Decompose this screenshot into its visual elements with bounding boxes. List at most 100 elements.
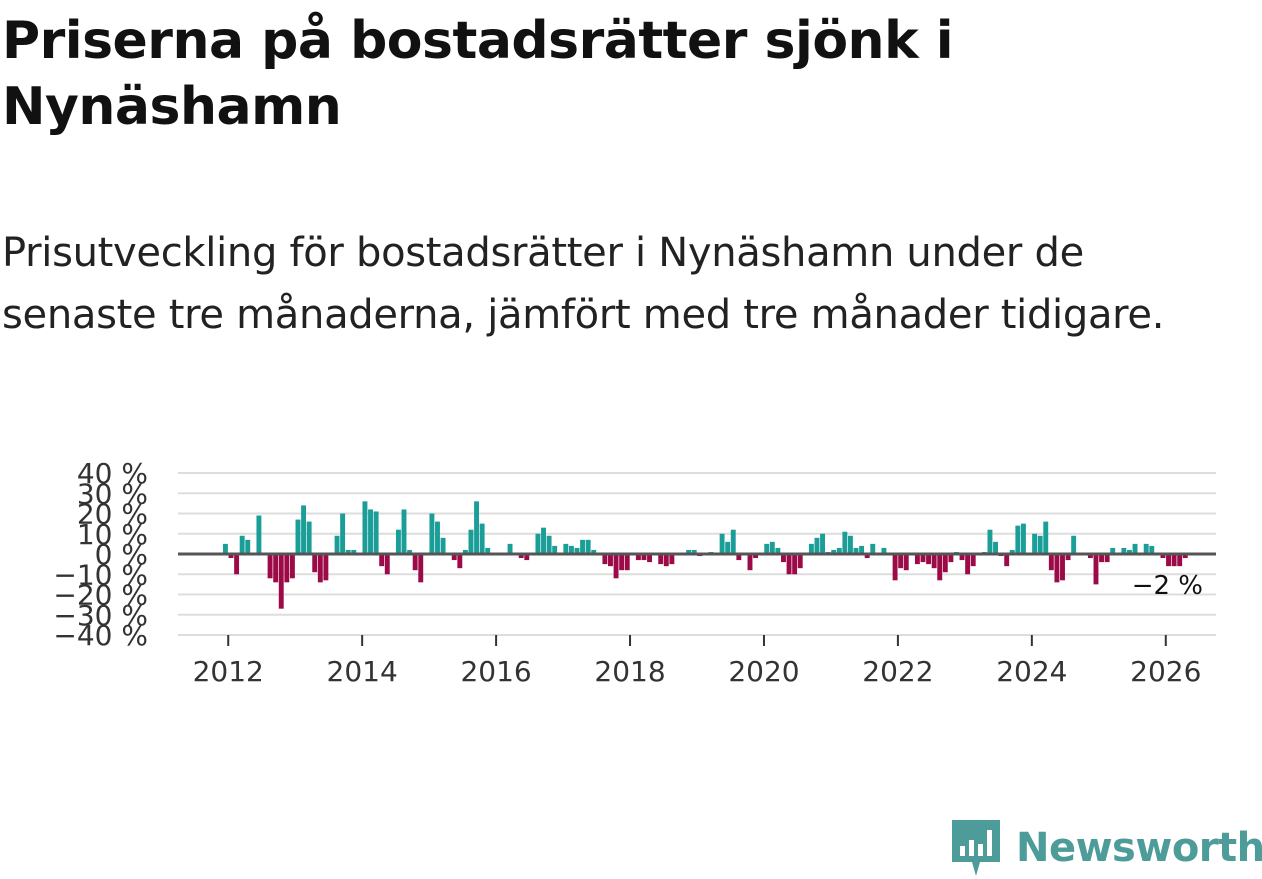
bar bbox=[831, 549, 837, 554]
bar bbox=[228, 554, 234, 559]
bar bbox=[435, 521, 440, 554]
bar bbox=[1032, 533, 1038, 554]
bar bbox=[535, 533, 541, 554]
y-axis-ticks: −40 %−30 %−20 %−10 %0 %10 %20 %30 %40 % bbox=[53, 457, 148, 652]
bar bbox=[362, 501, 368, 554]
bar bbox=[373, 511, 379, 554]
y-tick-label: −10 % bbox=[53, 558, 148, 591]
bar bbox=[457, 554, 463, 569]
bar bbox=[256, 515, 262, 554]
y-tick-label: 30 % bbox=[77, 477, 148, 510]
x-axis-ticks: 2012 2014 2016 2018 2020 2022 2024 2026 bbox=[193, 635, 1201, 688]
bar bbox=[574, 547, 580, 554]
bar bbox=[1009, 549, 1015, 554]
bar bbox=[312, 554, 318, 573]
bar bbox=[552, 545, 558, 554]
bar-chart: −40 %−30 %−20 %−10 %0 %10 %20 %30 %40 % … bbox=[53, 457, 1216, 688]
bar bbox=[1110, 547, 1116, 554]
bars bbox=[222, 501, 1188, 609]
bar bbox=[1143, 543, 1149, 554]
bar bbox=[368, 509, 373, 554]
bar bbox=[1065, 554, 1071, 561]
bar bbox=[1182, 554, 1188, 559]
bar bbox=[1087, 554, 1093, 559]
bar bbox=[820, 533, 825, 554]
bar bbox=[931, 554, 937, 569]
x-tick-label: 2016 bbox=[460, 655, 531, 688]
x-tick-label: 2020 bbox=[728, 655, 799, 688]
bar bbox=[222, 543, 228, 554]
bar bbox=[507, 543, 513, 554]
bar bbox=[641, 554, 647, 561]
bar bbox=[1004, 554, 1010, 567]
bar bbox=[1043, 521, 1049, 554]
last-value-annotation: −2 % bbox=[1132, 571, 1203, 601]
x-tick-label: 2024 bbox=[996, 655, 1067, 688]
bar bbox=[859, 545, 865, 554]
bar bbox=[847, 535, 853, 554]
bar bbox=[853, 547, 859, 554]
bar bbox=[1071, 535, 1077, 554]
bar bbox=[898, 554, 904, 569]
bar bbox=[663, 554, 669, 567]
bar bbox=[418, 554, 424, 583]
bar bbox=[323, 554, 329, 581]
bar bbox=[658, 554, 664, 565]
x-tick-label: 2018 bbox=[594, 655, 665, 688]
bar bbox=[273, 554, 279, 583]
bar bbox=[719, 533, 725, 554]
bar bbox=[278, 554, 284, 609]
bar bbox=[340, 513, 346, 554]
bar bbox=[864, 554, 870, 559]
bar bbox=[970, 554, 976, 567]
bar bbox=[541, 527, 546, 554]
bar bbox=[1037, 535, 1043, 554]
bar bbox=[870, 543, 876, 554]
bar bbox=[903, 554, 909, 571]
bar bbox=[485, 547, 491, 554]
y-tick-label: −40 % bbox=[53, 619, 148, 652]
bar bbox=[267, 554, 273, 579]
bar bbox=[524, 554, 530, 561]
newsworthy-logo-icon bbox=[952, 820, 1000, 876]
bar bbox=[317, 554, 323, 583]
y-tick-label: 10 % bbox=[77, 518, 148, 551]
bar bbox=[1015, 525, 1021, 554]
y-tick-label: −30 % bbox=[53, 599, 148, 632]
bar bbox=[942, 554, 948, 573]
bar bbox=[440, 537, 446, 554]
bar bbox=[334, 535, 340, 554]
grid-lines bbox=[178, 472, 1216, 636]
bar bbox=[429, 513, 435, 554]
brand-name: Newsworthy bbox=[1016, 825, 1262, 871]
bar bbox=[736, 554, 742, 561]
x-tick-label: 2026 bbox=[1130, 655, 1201, 688]
bar bbox=[965, 554, 971, 575]
bar bbox=[401, 509, 407, 554]
bar bbox=[842, 531, 848, 554]
bar bbox=[1171, 554, 1177, 567]
bar bbox=[769, 541, 775, 554]
bar bbox=[245, 539, 251, 554]
bar bbox=[379, 554, 385, 567]
bar bbox=[1121, 547, 1127, 554]
bar bbox=[1127, 549, 1132, 554]
bar bbox=[948, 554, 954, 563]
x-tick-label: 2012 bbox=[193, 655, 264, 688]
bar bbox=[792, 554, 798, 575]
bar bbox=[1132, 543, 1138, 554]
newsworthy-logo: Newsworthy bbox=[950, 818, 1262, 878]
bar bbox=[451, 554, 457, 561]
bar bbox=[591, 549, 597, 554]
bar bbox=[468, 529, 474, 554]
bar bbox=[1104, 554, 1110, 563]
chart-subtitle: Prisutveckling för bostadsrätter i Nynäs… bbox=[2, 230, 1165, 338]
bar bbox=[384, 554, 390, 575]
bar bbox=[301, 505, 307, 554]
bar bbox=[959, 554, 965, 561]
page-title: Priserna på bostadsrätter sjönk i Nynäsh… bbox=[2, 11, 954, 137]
x-tick-label: 2022 bbox=[862, 655, 933, 688]
bar bbox=[351, 549, 357, 554]
bar bbox=[814, 537, 820, 554]
bar bbox=[602, 554, 608, 565]
